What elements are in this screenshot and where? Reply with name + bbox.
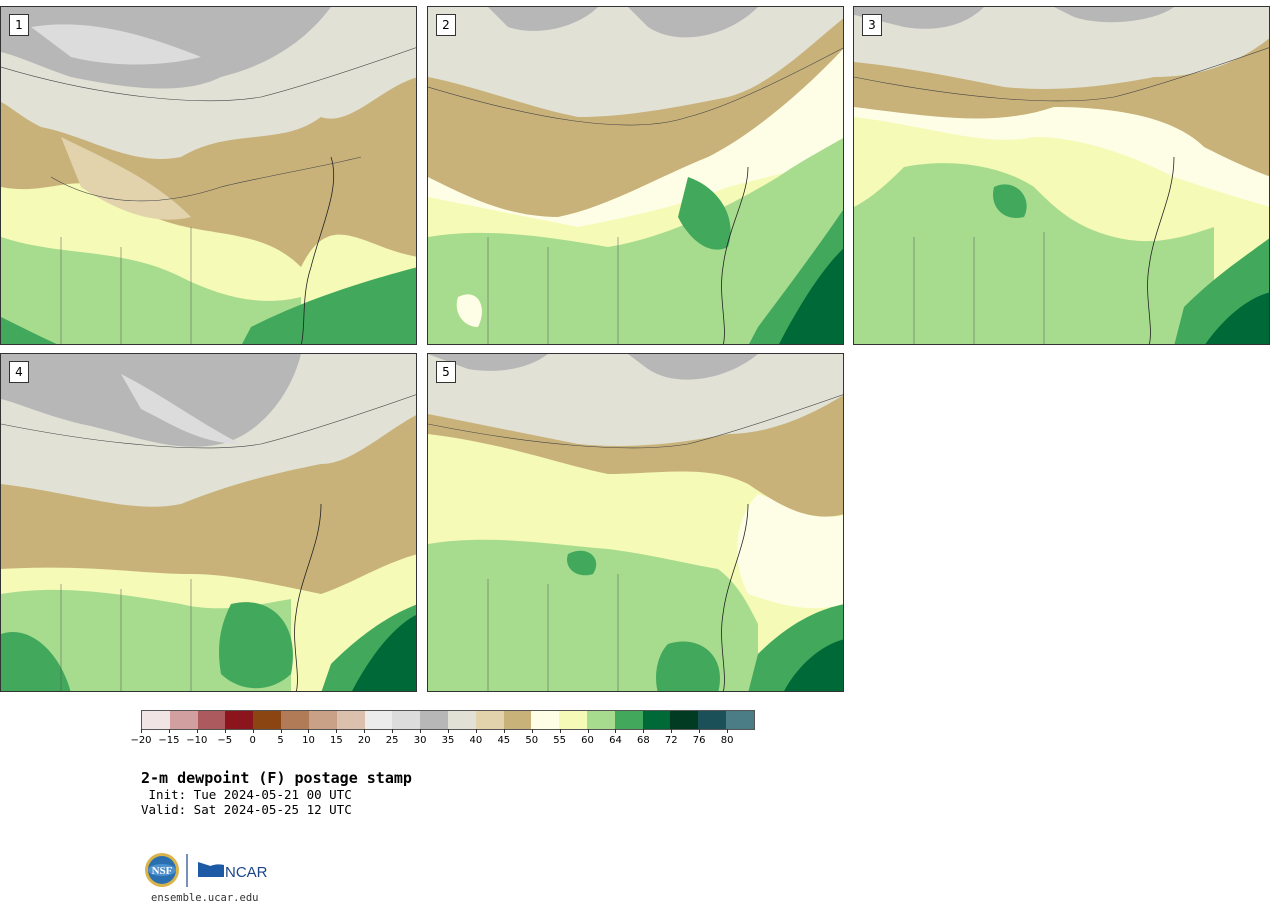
dewpoint-map-5 (428, 354, 843, 691)
colorbar-tick-label: 72 (664, 735, 678, 746)
colorbar-tick (531, 729, 533, 733)
colorbar-tick (141, 729, 142, 733)
colorbar-tick-labels: −20 −15 −10 −5 0 5 10 15 20 25 30 35 40 45 50 55 60 64 68 7… (130, 729, 755, 753)
plot-title: 2-m dewpoint (F) postage stamp (141, 769, 412, 787)
colorbar-tick-label: 5 (277, 735, 284, 746)
dewpoint-map-3 (854, 7, 1269, 344)
panel-number: 1 (9, 14, 29, 36)
colorbar-tick-label: 0 (249, 735, 256, 746)
colorbar-tick (392, 729, 394, 733)
colorbar-swatch (475, 711, 504, 729)
colorbar-tick-label: 50 (525, 735, 539, 746)
colorbar-tick (224, 729, 226, 733)
colorbar-tick (671, 729, 673, 733)
postage-stamp-map-3: 3 (853, 6, 1270, 345)
colorbar-tick (475, 729, 477, 733)
colorbar-swatch (587, 711, 615, 729)
colorbar-tick-label: 10 (302, 735, 315, 746)
ncar-logo-text: NCAR (225, 864, 268, 881)
colorbar-tick-label: −20 (130, 735, 152, 746)
colorbar-tick (448, 729, 449, 733)
postage-stamp-map-4: 4 (0, 353, 417, 692)
colorbar-tick-label: 25 (385, 735, 399, 746)
colorbar-tick-label: 20 (357, 735, 371, 746)
colorbar-tick-label: 68 (636, 735, 650, 746)
colorbar-swatch (531, 711, 560, 729)
colorbar-swatch (670, 711, 699, 729)
colorbar-swatch (253, 711, 282, 729)
colorbar-tick (503, 729, 505, 733)
colorbar-tick (615, 729, 617, 733)
colorbar-tick (420, 729, 422, 733)
colorbar-tick-label: 15 (329, 735, 343, 746)
panel-number: 3 (862, 14, 882, 36)
colorbar-tick (280, 729, 282, 733)
colorbar-tick (336, 729, 338, 733)
colorbar-tick (559, 729, 561, 733)
colorbar-tick-label: 45 (497, 735, 511, 746)
colorbar-tick (364, 729, 366, 733)
dewpoint-colorbar (141, 710, 755, 730)
colorbar-swatch (447, 711, 476, 729)
colorbar-tick (699, 729, 701, 733)
init-time: Init: Tue 2024-05-21 00 UTC (141, 787, 352, 802)
colorbar-swatch (726, 711, 754, 729)
dewpoint-map-2 (428, 7, 843, 344)
nsf-ncar-logos: NSF NCAR (145, 853, 268, 887)
colorbar-swatch (698, 711, 727, 729)
postage-stamp-map-5: 5 (427, 353, 844, 692)
colorbar-tick-label: 64 (609, 735, 622, 746)
colorbar-swatch (614, 711, 643, 729)
colorbar-swatch (308, 711, 337, 729)
colorbar-tick (252, 729, 254, 733)
colorbar-tick-label: −15 (158, 735, 180, 746)
footer-url[interactable]: ensemble.ucar.edu (151, 892, 259, 904)
colorbar-tick-label: 40 (469, 735, 483, 746)
colorbar-tick-label: −5 (217, 735, 233, 746)
panel-number: 5 (436, 361, 456, 383)
dewpoint-map-1 (1, 7, 416, 344)
colorbar-swatch (225, 711, 254, 729)
postage-stamp-map-1: 1 (0, 6, 417, 345)
colorbar-swatch (642, 711, 671, 729)
colorbar-swatch (336, 711, 365, 729)
colorbar-tick (587, 729, 589, 733)
colorbar-swatch (364, 711, 393, 729)
colorbar-tick (643, 729, 645, 733)
colorbar-swatch (503, 711, 532, 729)
colorbar-tick (196, 729, 198, 733)
colorbar-tick-label: 35 (441, 735, 455, 746)
colorbar-swatch (559, 711, 587, 729)
colorbar-swatch (420, 711, 448, 729)
colorbar-tick-label: 80 (720, 735, 734, 746)
colorbar-tick-label: 60 (581, 735, 594, 746)
ncar-logo-icon: NCAR (198, 862, 268, 881)
colorbar-swatch (281, 711, 309, 729)
colorbar-tick-label: 76 (692, 735, 706, 746)
colorbar-swatch (142, 711, 170, 729)
colorbar-swatch (169, 711, 198, 729)
panel-number: 2 (436, 14, 456, 36)
colorbar-swatch (392, 711, 421, 729)
postage-stamp-map-2: 2 (427, 6, 844, 345)
colorbar-tick (308, 729, 310, 733)
valid-time: Valid: Sat 2024-05-25 12 UTC (141, 802, 352, 817)
nsf-logo-icon: NSF (145, 853, 179, 887)
colorbar-tick-label: −10 (186, 735, 208, 746)
colorbar-tick (168, 729, 170, 733)
colorbar-tick (727, 729, 729, 733)
colorbar-swatch (197, 711, 226, 729)
dewpoint-map-4 (1, 354, 416, 691)
colorbar-tick-label: 55 (553, 735, 566, 746)
nsf-logo-text: NSF (152, 865, 173, 877)
panel-number: 4 (9, 361, 29, 383)
colorbar-tick-label: 30 (413, 735, 427, 746)
